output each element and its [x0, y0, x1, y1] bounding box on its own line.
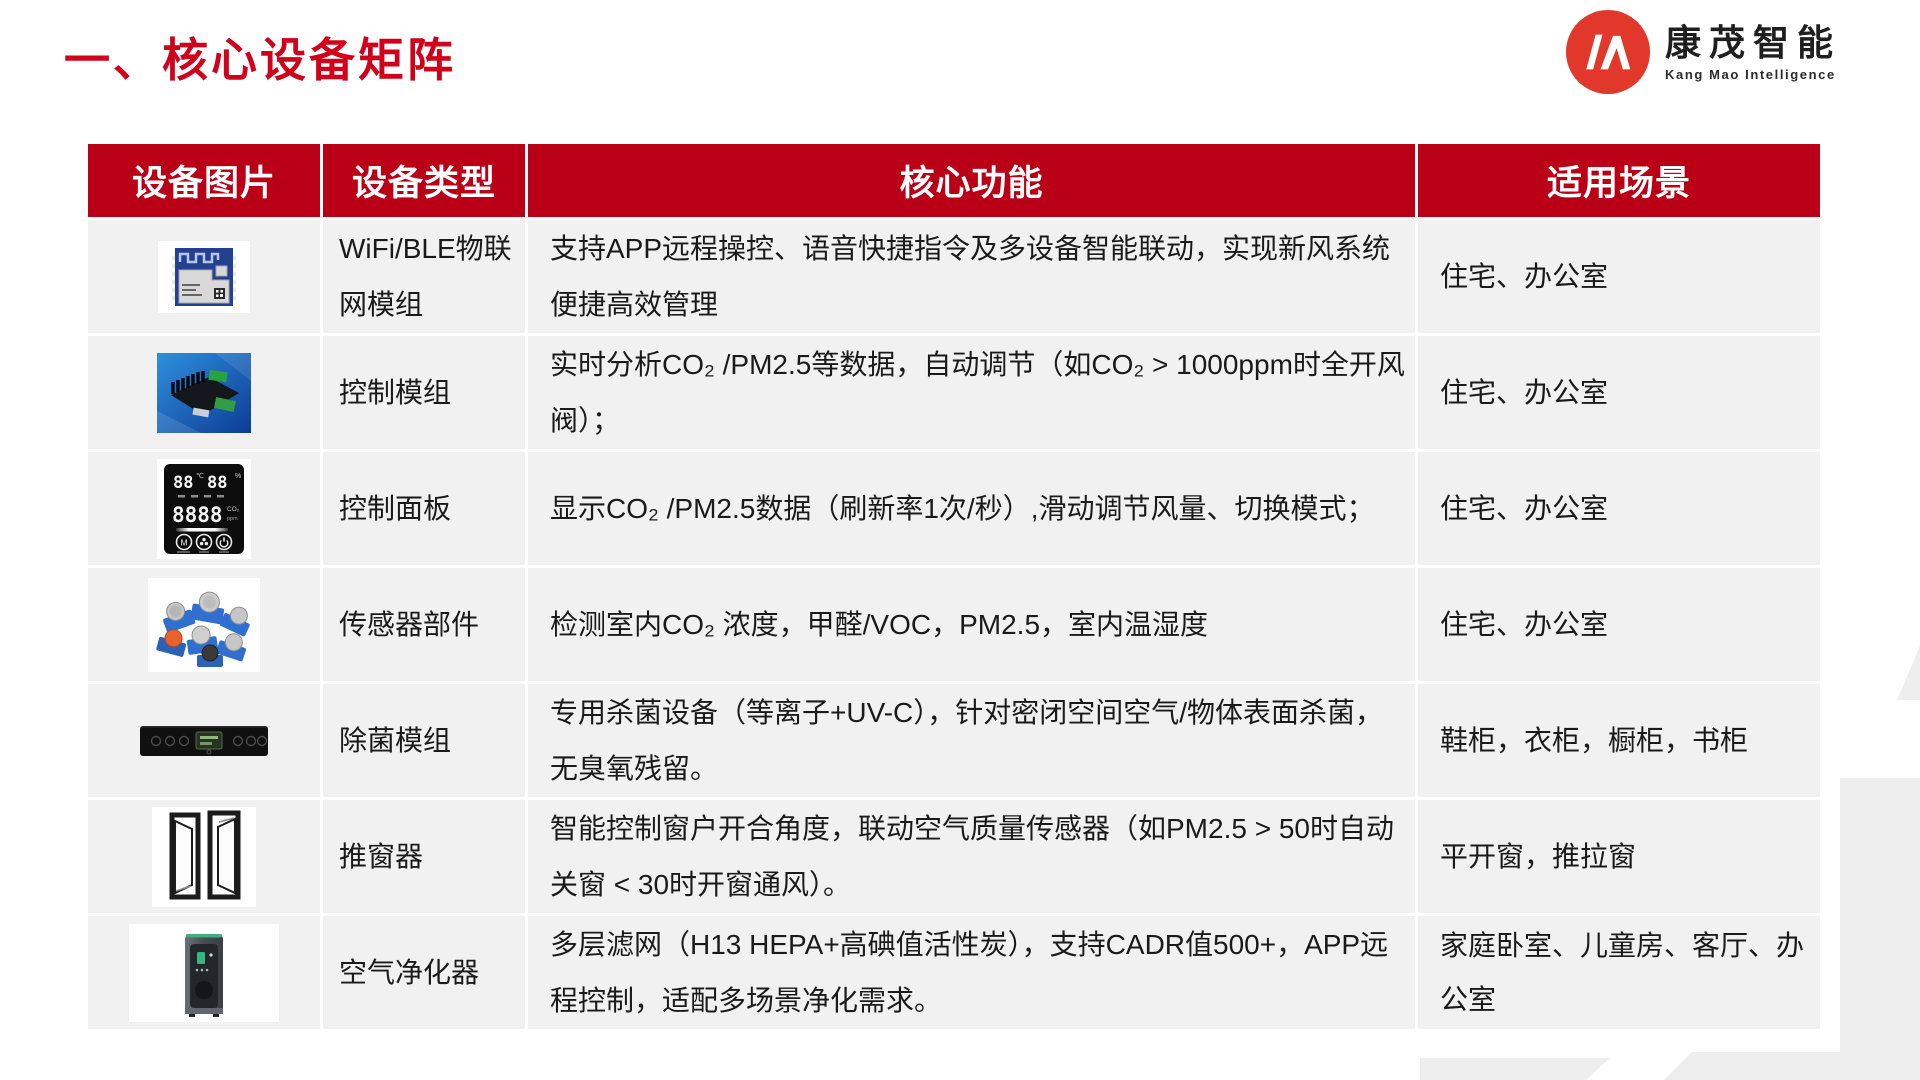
control-panel-photo: 88 88 ℃ % 8888 CO₂ ppm M — [157, 458, 251, 559]
svg-text:%: % — [235, 473, 241, 480]
table-row: 推窗器 智能控制窗户开合角度，联动空气质量传感器（如PM2.5 > 50时自动关… — [85, 797, 1823, 916]
device-scenario: 住宅、办公室 — [1440, 260, 1609, 292]
device-function: 多层滤网（H13 HEPA+高碘值活性炭），支持CADR值500+，APP远程控… — [550, 928, 1389, 1016]
control-module-photo — [157, 352, 251, 433]
svg-text:88: 88 — [207, 473, 227, 493]
table-row: 传感器部件 检测室内CO₂ 浓度，甲醛/VOC，PM2.5，室内温湿度 住宅、办… — [85, 565, 1823, 684]
header-row: 设备图片 设备类型 核心功能 适用场景 — [85, 141, 1823, 220]
device-type: 控制面板 — [339, 492, 452, 524]
table-row: 控制模组 实时分析CO₂ /PM2.5等数据，自动调节（如CO₂ > 1000p… — [85, 333, 1823, 452]
device-photo-cell — [85, 217, 323, 336]
table-row: 除菌模组 专用杀菌设备（等离子+UV-C），针对密闭空间空气/物体表面杀菌，无臭… — [85, 681, 1823, 800]
device-photo-cell: 88 88 ℃ % 8888 CO₂ ppm M — [85, 449, 323, 568]
company-logo: 康茂智能 Kang Mao Intelligence — [1566, 10, 1841, 94]
logo-circle — [1566, 10, 1650, 94]
table-row: 88 88 ℃ % 8888 CO₂ ppm M — [85, 449, 1823, 568]
device-function: 智能控制窗户开合角度，联动空气质量传感器（如PM2.5 > 50时自动关窗 < … — [550, 812, 1394, 900]
device-type: 空气净化器 — [339, 956, 480, 988]
window-opener-photo — [152, 806, 256, 907]
table-row: WiFi/BLE物联网模组 支持APP远程操控、语音快捷指令及多设备智能联动，实… — [85, 217, 1823, 336]
device-type: WiFi/BLE物联网模组 — [339, 232, 512, 320]
device-photo-cell — [85, 913, 323, 1032]
device-scenario: 住宅、办公室 — [1440, 608, 1609, 640]
svg-text:8888: 8888 — [172, 503, 223, 527]
logo-name-cn: 康茂智能 — [1665, 22, 1842, 64]
device-type: 控制模组 — [339, 376, 452, 408]
device-scenario: 平开窗，推拉窗 — [1440, 840, 1637, 872]
device-function: 显示CO₂ /PM2.5数据（刷新率1次/秒）,滑动调节风量、切换模式； — [550, 492, 1375, 524]
device-function: 专用杀菌设备（等离子+UV-C），针对密闭空间空气/物体表面杀菌，无臭氧残留。 — [550, 696, 1384, 784]
header-scenario: 适用场景 — [1415, 141, 1823, 220]
header-core-function: 核心功能 — [525, 141, 1418, 220]
air-purifier-photo — [129, 923, 279, 1022]
device-scenario: 家庭卧室、儿童房、客厅、办公室 — [1440, 930, 1805, 1015]
table-row: 空气净化器 多层滤网（H13 HEPA+高碘值活性炭），支持CADR值500+，… — [85, 913, 1823, 1032]
page-title: 一、核心设备矩阵 — [64, 34, 456, 86]
device-scenario: 鞋柜，衣柜，橱柜，书柜 — [1440, 724, 1749, 756]
svg-text:℃: ℃ — [196, 473, 204, 480]
device-photo-cell — [85, 333, 323, 452]
svg-text:ppm: ppm — [227, 516, 238, 522]
svg-text:CO₂: CO₂ — [227, 506, 240, 513]
wifi-ble-module-photo — [158, 240, 250, 313]
sensor-parts-photo — [148, 577, 260, 672]
device-photo-cell — [85, 681, 323, 800]
header-device-type: 设备类型 — [320, 141, 528, 220]
device-photo-cell — [85, 797, 323, 916]
device-scenario: 住宅、办公室 — [1440, 492, 1609, 524]
device-type: 推窗器 — [339, 840, 424, 872]
device-function: 实时分析CO₂ /PM2.5等数据，自动调节（如CO₂ > 1000ppm时全开… — [550, 348, 1405, 436]
device-photo-cell — [85, 565, 323, 684]
device-scenario: 住宅、办公室 — [1440, 376, 1609, 408]
device-function: 检测室内CO₂ 浓度，甲醛/VOC，PM2.5，室内温湿度 — [550, 608, 1209, 640]
logo-name-en: Kang Mao Intelligence — [1665, 66, 1836, 82]
sterilizer-module-photo — [140, 721, 268, 761]
km-monogram-icon — [1586, 34, 1631, 70]
logo-texts: 康茂智能 Kang Mao Intelligence — [1665, 22, 1841, 81]
svg-text:88: 88 — [173, 473, 193, 493]
svg-text:M: M — [181, 537, 188, 547]
device-type: 除菌模组 — [339, 724, 452, 756]
device-type: 传感器部件 — [339, 608, 480, 640]
device-matrix-table: 设备图片 设备类型 核心功能 适用场景 — [85, 141, 1823, 1032]
header-device-image: 设备图片 — [85, 141, 323, 220]
device-function: 支持APP远程操控、语音快捷指令及多设备智能联动，实现新风系统便捷高效管理 — [550, 232, 1391, 320]
